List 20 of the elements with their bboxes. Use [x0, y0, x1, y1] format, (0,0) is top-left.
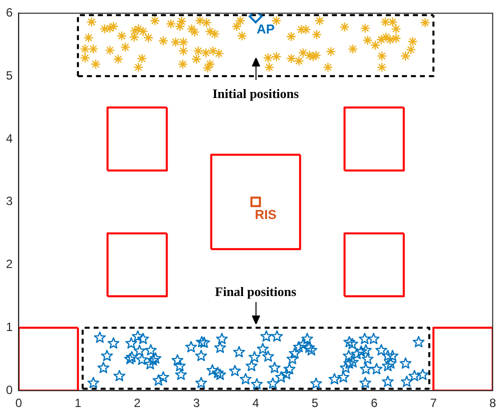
annotation: Final positions [215, 284, 296, 300]
y-tick-label: 6 [6, 6, 13, 20]
x-tick-label: 6 [370, 396, 378, 410]
y-tick-label: 0 [6, 382, 13, 397]
x-tick-label: 5 [312, 396, 319, 410]
x-tick-label: 7 [430, 396, 438, 410]
series-label: RIS [254, 206, 277, 222]
y-tick-label: 5 [6, 68, 13, 82]
x-tick-label: 2 [134, 396, 141, 410]
y-tick-label: 4 [6, 131, 13, 146]
annotation: Initial positions [212, 86, 299, 102]
y-tick-label: 1 [6, 320, 13, 334]
y-tick-label: 3 [6, 194, 13, 208]
x-tick-label: 4 [252, 396, 260, 410]
x-tick-label: 0 [15, 396, 22, 410]
x-tick-label: 8 [489, 396, 496, 410]
x-tick-label: 1 [74, 396, 82, 410]
series-label: AP [256, 21, 276, 36]
y-tick-label: 2 [6, 257, 13, 272]
x-tick-label: 3 [193, 396, 200, 410]
